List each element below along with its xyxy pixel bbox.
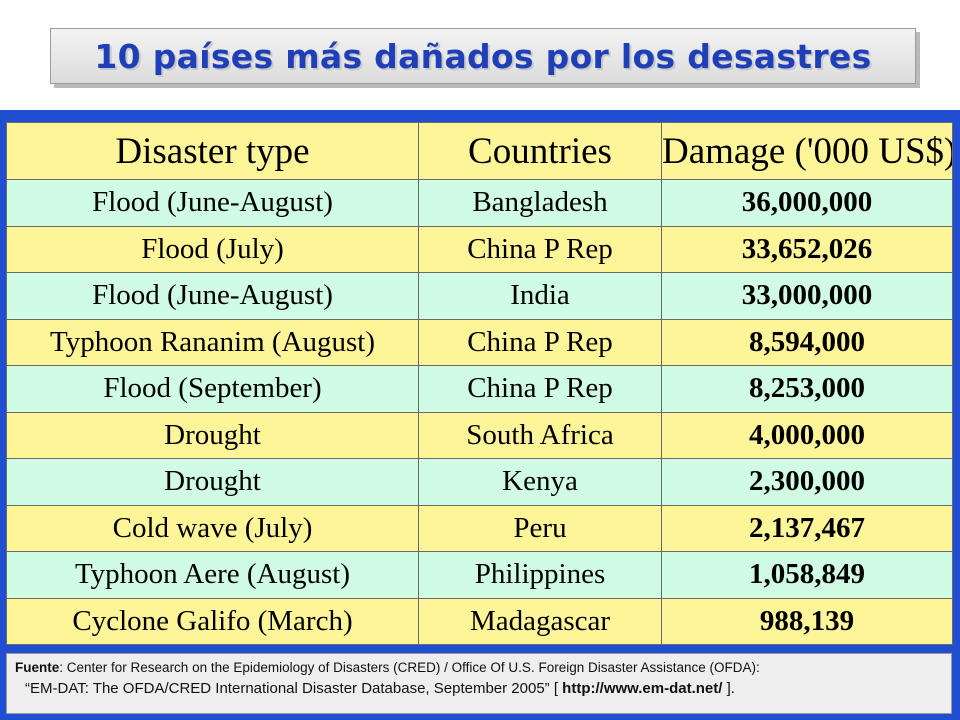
cell-country: South Africa bbox=[418, 411, 662, 459]
header-disaster-type: Disaster type bbox=[6, 122, 419, 180]
source-footer: Fuente: Center for Research on the Epide… bbox=[6, 653, 952, 714]
header-damage: Damage ('000 US$) bbox=[661, 122, 953, 180]
cell-disaster-type: Flood (September) bbox=[6, 365, 419, 413]
source-citation: “EM-DAT: The OFDA/CRED International Dis… bbox=[25, 680, 563, 697]
cell-country: Philippines bbox=[418, 551, 662, 599]
cell-country: Bangladesh bbox=[418, 179, 662, 227]
source-url-link[interactable]: http://www.em-dat.net/ bbox=[562, 680, 723, 697]
cell-damage: 8,253,000 bbox=[661, 365, 953, 413]
title-banner: 10 países más dañados por los desastres bbox=[50, 28, 916, 84]
source-citation-end: ]. bbox=[722, 680, 735, 697]
cell-country: China P Rep bbox=[418, 365, 662, 413]
cell-damage: 2,300,000 bbox=[661, 458, 953, 506]
cell-damage: 8,594,000 bbox=[661, 318, 953, 366]
cell-damage: 33,652,026 bbox=[661, 225, 953, 273]
cell-country: Kenya bbox=[418, 458, 662, 506]
source-line-2: “EM-DAT: The OFDA/CRED International Dis… bbox=[15, 678, 943, 700]
header-countries: Countries bbox=[418, 122, 662, 180]
cell-damage: 1,058,849 bbox=[661, 551, 953, 599]
cell-country: China P Rep bbox=[418, 318, 662, 366]
cell-damage: 988,139 bbox=[661, 597, 953, 645]
cell-damage: 2,137,467 bbox=[661, 504, 953, 552]
source-line-1: Fuente: Center for Research on the Epide… bbox=[15, 658, 943, 678]
cell-disaster-type: Flood (June-August) bbox=[6, 272, 419, 320]
cell-damage: 36,000,000 bbox=[661, 179, 953, 227]
table-row: Flood (June-August) India 33,000,000 bbox=[6, 272, 953, 320]
table-row: Drought Kenya 2,300,000 bbox=[6, 458, 953, 506]
cell-damage: 4,000,000 bbox=[661, 411, 953, 459]
disaster-table: Disaster type Countries Damage ('000 US$… bbox=[6, 122, 953, 645]
cell-country: Peru bbox=[418, 504, 662, 552]
cell-disaster-type: Typhoon Aere (August) bbox=[6, 551, 419, 599]
table-panel: Disaster type Countries Damage ('000 US$… bbox=[0, 110, 960, 720]
table-row: Typhoon Rananim (August) China P Rep 8,5… bbox=[6, 318, 953, 366]
cell-country: India bbox=[418, 272, 662, 320]
table-row: Flood (July) China P Rep 33,652,026 bbox=[6, 225, 953, 273]
cell-disaster-type: Drought bbox=[6, 458, 419, 506]
cell-disaster-type: Flood (July) bbox=[6, 225, 419, 273]
cell-disaster-type: Cold wave (July) bbox=[6, 504, 419, 552]
table-row: Typhoon Aere (August) Philippines 1,058,… bbox=[6, 551, 953, 599]
cell-country: Madagascar bbox=[418, 597, 662, 645]
cell-country: China P Rep bbox=[418, 225, 662, 273]
cell-damage: 33,000,000 bbox=[661, 272, 953, 320]
page-title: 10 países más dañados por los desastres bbox=[94, 36, 872, 76]
source-label: Fuente bbox=[15, 660, 60, 675]
table-row: Flood (September) China P Rep 8,253,000 bbox=[6, 365, 953, 413]
cell-disaster-type: Drought bbox=[6, 411, 419, 459]
cell-disaster-type: Typhoon Rananim (August) bbox=[6, 318, 419, 366]
cell-disaster-type: Flood (June-August) bbox=[6, 179, 419, 227]
table-row: Cold wave (July) Peru 2,137,467 bbox=[6, 504, 953, 552]
cell-disaster-type: Cyclone Galifo (March) bbox=[6, 597, 419, 645]
table-header-row: Disaster type Countries Damage ('000 US$… bbox=[6, 122, 953, 180]
source-credits: : Center for Research on the Epidemiolog… bbox=[59, 660, 760, 675]
table-row: Flood (June-August) Bangladesh 36,000,00… bbox=[6, 179, 953, 227]
table-row: Drought South Africa 4,000,000 bbox=[6, 411, 953, 459]
table-row: Cyclone Galifo (March) Madagascar 988,13… bbox=[6, 597, 953, 645]
